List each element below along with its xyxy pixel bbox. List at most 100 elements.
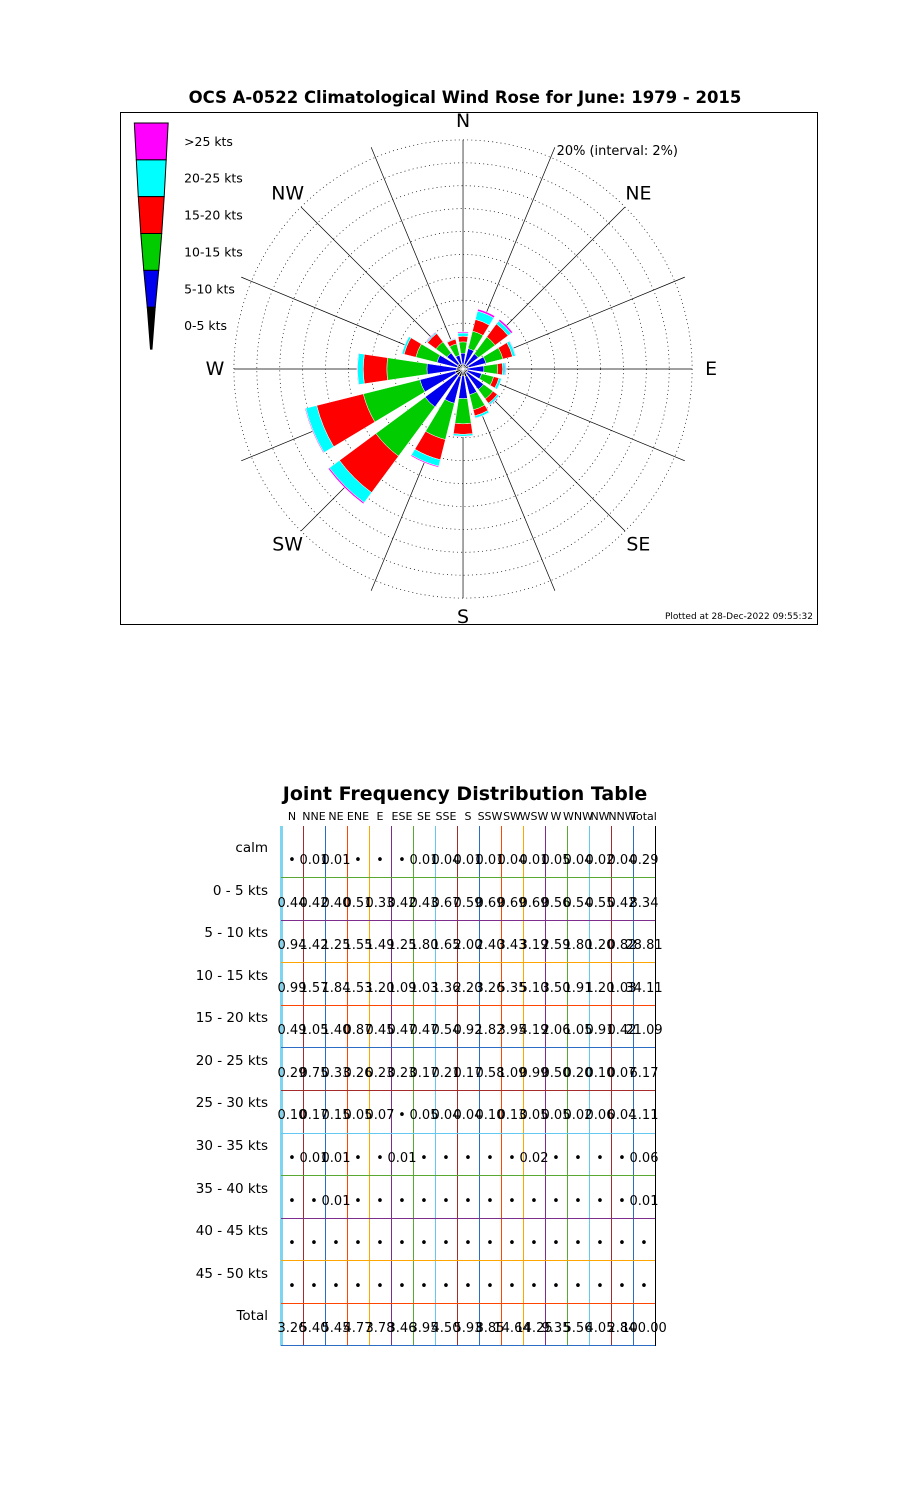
wind-rose-panel: N NE E SE S SW W NW 20% (interval: 2%) >25 kts 20-… — [120, 112, 818, 625]
compass-label-NE: NE — [625, 183, 651, 205]
table-cell: 3.26 — [277, 1321, 307, 1337]
rose-petal-SSE — [462, 368, 490, 419]
table-cell: 0.06 — [585, 1108, 615, 1124]
table-cell: 0.17 — [453, 1065, 483, 1081]
table-cell: 0.94 — [277, 938, 307, 954]
table-cell: 2.40 — [475, 938, 505, 954]
table-cell: • — [398, 1278, 406, 1294]
wind-rose-chart: N NE E SE S SW W NW 20% (interval: 2%) >25 kts 20-… — [133, 113, 717, 624]
table-cell: 1.49 — [365, 938, 395, 954]
table-cell: 0.58 — [475, 1065, 505, 1081]
petal-segment — [425, 331, 437, 343]
table-cell: 1.80 — [563, 938, 593, 954]
row-label: 10 - 15 kts — [195, 967, 268, 984]
petal-segment — [474, 412, 490, 419]
table-cell: • — [288, 1151, 296, 1167]
table-cell: • — [310, 1193, 318, 1209]
table-cell: 0.69 — [475, 895, 505, 911]
table-cell: 1.42 — [299, 938, 329, 954]
legend-item-label: >25 kts — [184, 134, 233, 149]
table-cell: • — [420, 1236, 428, 1252]
row-label: 40 - 45 kts — [195, 1223, 268, 1240]
table-cell: 0.87 — [343, 1023, 373, 1039]
table-cell: • — [398, 1193, 406, 1209]
radial-axis-label: 20% (interval: 2%) — [557, 144, 678, 159]
table-cell: • — [420, 1151, 428, 1167]
table-cell: • — [442, 1193, 450, 1209]
table-cell: • — [640, 1236, 648, 1252]
grid-line — [281, 1345, 655, 1347]
table-cell: 0.01 — [629, 1193, 659, 1209]
row-label: 45 - 50 kts — [195, 1265, 268, 1282]
table-cell: 0.04 — [431, 1108, 461, 1124]
grid-line — [632, 826, 634, 1346]
table-cell: • — [354, 1278, 362, 1294]
rose-petal-ESE — [462, 368, 502, 390]
grid-line — [654, 826, 656, 1346]
compass-label-S: S — [457, 606, 469, 624]
row-label: 25 - 30 kts — [195, 1095, 268, 1112]
grid-line — [522, 826, 524, 1346]
grid-line — [456, 826, 458, 1346]
legend-item-label: 5-10 kts — [184, 281, 235, 296]
table-cell: • — [376, 1151, 384, 1167]
compass-label-SW: SW — [272, 533, 303, 555]
rose-petal-NE — [462, 319, 514, 370]
row-label: 30 - 35 kts — [195, 1138, 268, 1155]
table-cell: • — [574, 1278, 582, 1294]
column-header: W — [550, 810, 562, 823]
table-cell: • — [530, 1278, 538, 1294]
table-cell: • — [486, 1151, 494, 1167]
table-cell: • — [398, 1236, 406, 1252]
table-cell: 1.03 — [607, 980, 637, 996]
row-label: 5 - 10 kts — [204, 925, 268, 942]
table-cell: 0.67 — [431, 895, 461, 911]
grid-line — [610, 826, 612, 1346]
table-cell: 3.50 — [541, 980, 571, 996]
table-cell: 0.17 — [299, 1108, 329, 1124]
table-cell: 0.17 — [409, 1065, 439, 1081]
table-cell: 0.21 — [431, 1065, 461, 1081]
plotted-at-text: Plotted at 28-Dec-2022 09:55:32 — [664, 612, 813, 622]
grid-line — [390, 826, 392, 1346]
table-cell: 0.47 — [387, 1023, 417, 1039]
table-cell: • — [376, 1236, 384, 1252]
table-cell: 14.64 — [493, 1321, 531, 1337]
rose-petal-WNW — [401, 336, 464, 370]
table-cell: • — [464, 1236, 472, 1252]
grid-line — [281, 1132, 655, 1134]
legend-swatch — [146, 306, 156, 350]
table-cell: 0.42 — [387, 895, 417, 911]
table-cell: 4.50 — [431, 1321, 461, 1337]
table-cell: • — [354, 1193, 362, 1209]
table-cell: 0.10 — [277, 1108, 307, 1124]
table-cell: 3.95 — [409, 1321, 439, 1337]
compass-label-W: W — [206, 358, 225, 380]
table-cell: 0.42 — [299, 895, 329, 911]
table-cell: 0.50 — [541, 1065, 571, 1081]
table-cell: • — [420, 1193, 428, 1209]
rose-petal-SSW — [410, 368, 464, 468]
table-cell: 0.45 — [365, 1023, 395, 1039]
grid-line — [544, 826, 546, 1346]
table-cell: 0.10 — [585, 1065, 615, 1081]
petal-segment — [504, 362, 507, 376]
table-cell: 1.11 — [629, 1108, 659, 1124]
column-header: NNW — [608, 810, 636, 823]
table-cell: 1.03 — [409, 980, 439, 996]
grid-line — [281, 919, 655, 921]
petal-segment — [498, 319, 514, 334]
table-cell: • — [288, 1236, 296, 1252]
table-cell: • — [596, 1236, 604, 1252]
grid-line — [281, 1217, 655, 1219]
table-cell: 5.56 — [563, 1321, 593, 1337]
table-cell: 1.40 — [321, 1023, 351, 1039]
table-cell: 0.07 — [607, 1065, 637, 1081]
table-cell: • — [508, 1151, 516, 1167]
compass-label-NW: NW — [271, 183, 304, 205]
grid-line — [412, 826, 414, 1346]
petal-segment — [477, 308, 496, 319]
table-cell: 2.84 — [607, 1321, 637, 1337]
table-cell: 0.29 — [277, 1065, 307, 1081]
